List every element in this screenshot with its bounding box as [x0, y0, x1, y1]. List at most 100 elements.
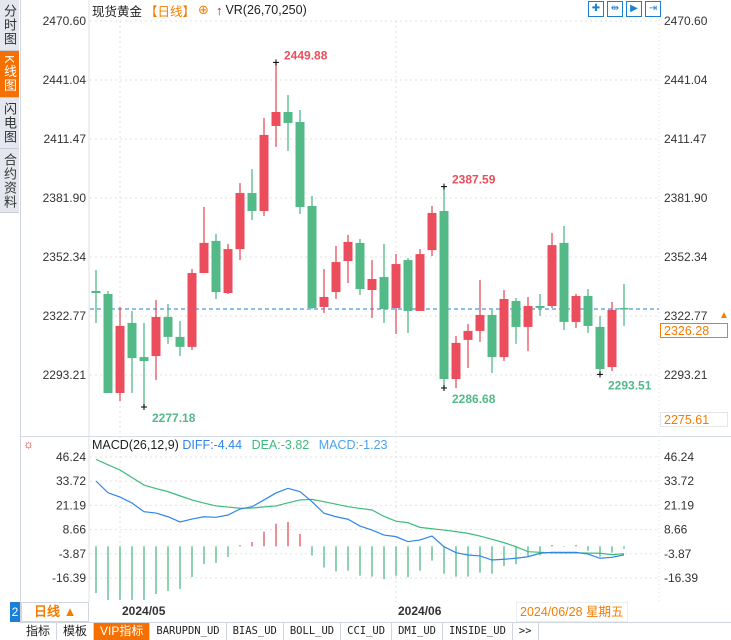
candle-body [487, 314, 497, 358]
price-axis-label-left: 2352.34 [43, 250, 87, 264]
indicator-label[interactable]: VR(26,70,250) [225, 3, 307, 17]
macd-axis-label-right: -16.39 [664, 571, 698, 585]
extreme-marker-icon [441, 385, 447, 392]
candle-body [223, 249, 233, 294]
exit-icon[interactable]: ⇥ [645, 1, 661, 17]
chart-header: 现货黄金 【日线】 ⊕ ↑ VR(26,70,250) [92, 2, 307, 19]
indicator-tab[interactable]: CCI_UD [341, 623, 393, 640]
candle-body [403, 260, 413, 311]
red-up-arrow-icon: ↑ [215, 2, 223, 18]
candle-body [367, 279, 377, 291]
price-axis-label-right: 2470.60 [664, 14, 708, 28]
candle-body [331, 262, 341, 293]
panel-divider [20, 436, 731, 437]
macd-axis-label-left: 46.24 [56, 450, 86, 464]
macd-axis-label-left: -3.87 [59, 547, 87, 561]
dea-line [95, 458, 625, 556]
price-annotation: 2286.68 [452, 392, 496, 406]
candle-body [583, 295, 593, 326]
left-view-tabs: 分时图 K线图 闪电图 合约资料 [0, 0, 21, 639]
candle-body [559, 242, 569, 322]
macd-axis-label-right: -3.87 [664, 547, 692, 561]
macd-value: MACD:-1.23 [318, 438, 388, 452]
indicator-tab[interactable]: INSIDE_UD [443, 623, 513, 640]
price-axis-label-left: 2322.77 [43, 309, 87, 323]
macd-axis-label-right: 33.72 [664, 474, 694, 488]
macd-axis-label-left: 21.19 [56, 498, 86, 512]
indicator-tab[interactable]: 模板 [57, 623, 95, 640]
price-axis-label-left: 2470.60 [43, 14, 87, 28]
candle-body [619, 307, 629, 310]
candle-body [319, 296, 329, 307]
candle-body [307, 205, 317, 308]
price-axis-label-right: 2411.47 [664, 132, 707, 146]
period-label[interactable]: 【日线】 [145, 4, 196, 19]
candle-body [463, 330, 473, 340]
extreme-marker-icon [597, 371, 603, 378]
price-axis-label-left: 2441.04 [43, 73, 87, 87]
candle-body [439, 210, 449, 380]
candle-body [607, 309, 617, 368]
candle-body [499, 298, 509, 358]
price-axis-label-left: 2381.90 [43, 191, 87, 205]
date-label-june: 2024/06 [398, 604, 442, 618]
indicator-tab[interactable]: BOLL_UD [284, 623, 342, 640]
play-forward-icon[interactable]: ▶ [626, 1, 642, 17]
indicator-tab[interactable]: 指标 [20, 623, 58, 640]
candle-body [199, 242, 209, 274]
price-axis-label-right: 2293.21 [664, 368, 708, 382]
candle-body [163, 316, 173, 337]
macd-axis-label-right: 46.24 [664, 450, 694, 464]
macd-axis-label-left: -16.39 [52, 571, 86, 585]
pane-number: 2 [10, 602, 20, 622]
indicator-tab[interactable]: DMI_UD [392, 623, 443, 640]
tab-time-chart[interactable]: 分时图 [0, 0, 19, 51]
tab-kline-chart[interactable]: K线图 [0, 51, 19, 98]
macd-header: MACD(26,12,9) DIFF:-4.44 DEA:-3.82 MACD:… [92, 438, 388, 452]
candle-body [115, 325, 125, 393]
macd-title[interactable]: MACD(26,12,9) [92, 438, 179, 452]
candle-body [547, 245, 557, 306]
candle-body [127, 322, 137, 359]
candle-body [247, 193, 257, 211]
candle-body [151, 316, 161, 357]
extreme-marker-icon [273, 59, 279, 66]
indicator-settings-icon[interactable]: ☼ [23, 437, 34, 451]
candle-body [451, 342, 461, 380]
candle-body [271, 111, 281, 126]
candle-body [535, 305, 545, 308]
indicator-tab[interactable]: BIAS_UD [227, 623, 284, 640]
date-label-may: 2024/05 [122, 604, 166, 618]
price-axis-label-right: 2322.77 [664, 309, 708, 323]
candle-body [343, 241, 353, 262]
macd-axis-label-left: 33.72 [56, 474, 86, 488]
bottom-price-tag: 2275.61 [660, 412, 728, 427]
zoom-range-icon[interactable]: ⇹ [607, 1, 623, 17]
chart-toolbar: ✚ ⇹ ▶ ⇥ [588, 1, 661, 17]
indicator-tab[interactable]: >> [513, 623, 539, 640]
candle-body [259, 134, 269, 211]
price-axis-label-right: 2352.34 [664, 250, 708, 264]
indicator-tab[interactable]: VIP指标 [94, 623, 151, 640]
indicator-tab[interactable]: BARUPDN_UD [150, 623, 227, 640]
candle-body [571, 295, 581, 322]
candle-body [91, 291, 101, 294]
price-axis-label-right: 2441.04 [664, 73, 708, 87]
scroll-up-arrow-icon[interactable]: ▲ [719, 310, 729, 321]
candle-body [523, 305, 533, 327]
period-selector[interactable]: 日线 ▲ [21, 602, 89, 622]
cursor-date-label: 2024/06/28 星期五 [516, 602, 628, 622]
extreme-marker-icon [441, 183, 447, 190]
diff-line [95, 480, 625, 561]
crosshair-icon[interactable]: ✚ [588, 1, 604, 17]
add-indicator-icon[interactable]: ⊕ [198, 2, 209, 17]
candle-body [595, 326, 605, 370]
price-annotation: 2449.88 [284, 48, 328, 62]
tab-flash-chart[interactable]: 闪电图 [0, 98, 19, 149]
candle-body [295, 121, 305, 207]
candle-body [427, 212, 437, 251]
price-axis-label-left: 2411.47 [44, 132, 87, 146]
tab-contract-info[interactable]: 合约资料 [0, 149, 19, 213]
candle-body [379, 277, 389, 309]
